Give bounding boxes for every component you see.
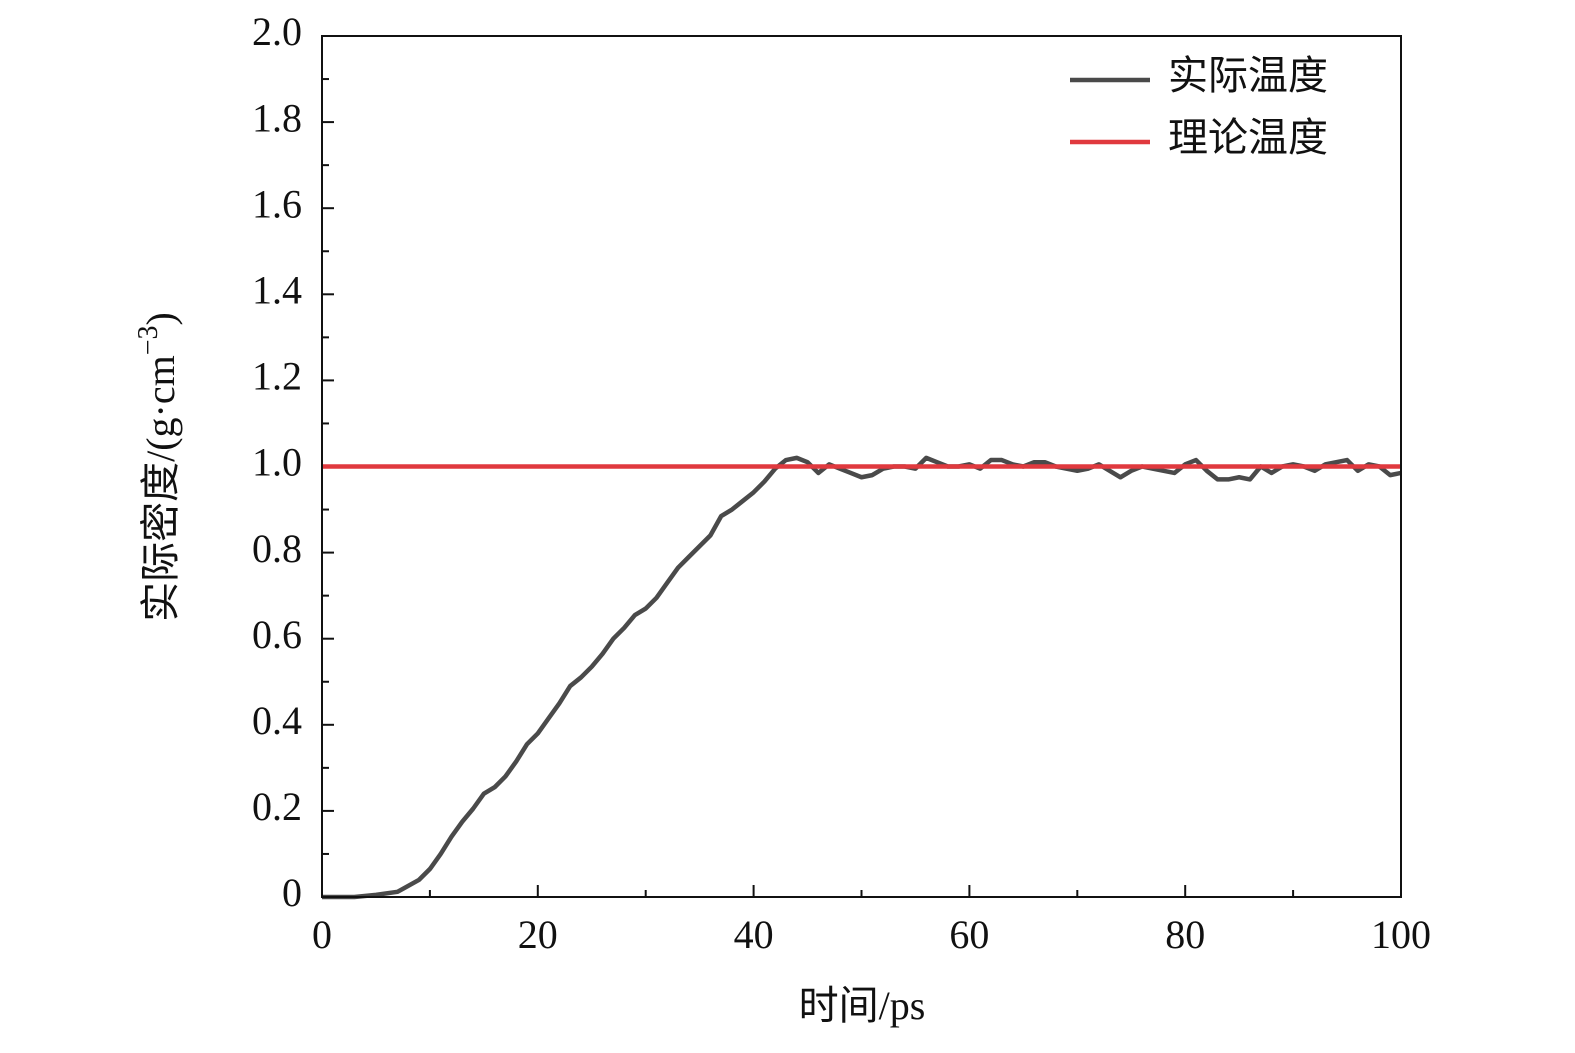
y-tick-label: 0.6 bbox=[252, 612, 302, 657]
x-tick-label: 0 bbox=[312, 912, 332, 957]
y-tick-label: 1.2 bbox=[252, 354, 302, 399]
y-tick-label: 1.0 bbox=[252, 440, 302, 485]
x-tick-label: 20 bbox=[518, 912, 558, 957]
y-axis-label: 实际密度/(g·cm−3) bbox=[133, 312, 183, 622]
plot-frame bbox=[321, 35, 1402, 898]
y-tick-label: 0.8 bbox=[252, 526, 302, 571]
y-tick-label: 1.4 bbox=[252, 267, 302, 312]
y-axis-label-close: ) bbox=[138, 312, 183, 325]
y-tick-label: 0 bbox=[282, 870, 302, 915]
x-tick-label: 80 bbox=[1165, 912, 1205, 957]
x-tick-label: 40 bbox=[734, 912, 774, 957]
y-tick-label: 1.6 bbox=[252, 181, 302, 226]
y-tick-label: 0.4 bbox=[252, 698, 302, 743]
x-axis-label: 时间/ps bbox=[799, 983, 926, 1028]
y-axis-label-main: 实际密度/(g·cm bbox=[138, 355, 183, 622]
legend-label: 实际温度 bbox=[1168, 53, 1328, 98]
y-tick-label: 0.2 bbox=[252, 784, 302, 829]
x-tick-label: 100 bbox=[1371, 912, 1431, 957]
x-tick-label: 60 bbox=[949, 912, 989, 957]
series-line bbox=[322, 455, 1402, 900]
legend-label: 理论温度 bbox=[1168, 115, 1328, 160]
y-axis-label-superscript: −3 bbox=[133, 325, 164, 355]
y-tick-label: 2.0 bbox=[252, 9, 302, 54]
y-tick-label: 1.8 bbox=[252, 95, 302, 140]
